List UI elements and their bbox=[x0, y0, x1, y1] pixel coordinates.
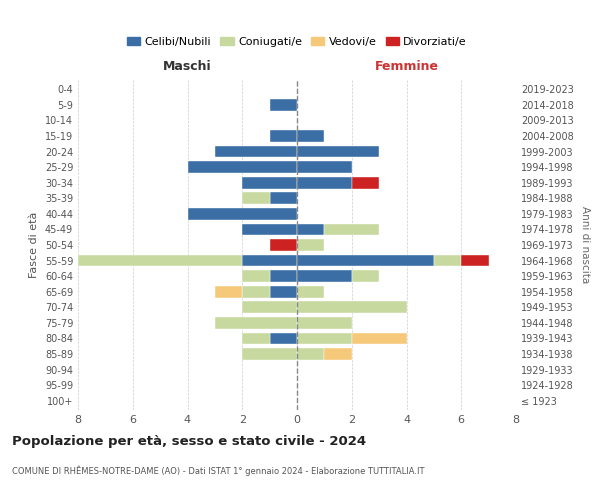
Bar bbox=[461, 254, 488, 266]
Text: Maschi: Maschi bbox=[163, 60, 212, 74]
Bar bbox=[325, 348, 352, 360]
Bar bbox=[352, 177, 379, 188]
Bar bbox=[297, 239, 325, 251]
Bar bbox=[325, 224, 379, 235]
Bar bbox=[242, 270, 269, 282]
Bar bbox=[297, 270, 352, 282]
Bar bbox=[434, 254, 461, 266]
Bar bbox=[297, 177, 352, 188]
Bar bbox=[269, 99, 297, 110]
Bar bbox=[269, 130, 297, 142]
Bar bbox=[269, 286, 297, 298]
Bar bbox=[242, 348, 297, 360]
Bar bbox=[297, 162, 352, 173]
Bar bbox=[78, 254, 242, 266]
Y-axis label: Anni di nascita: Anni di nascita bbox=[580, 206, 590, 284]
Bar bbox=[352, 332, 407, 344]
Bar bbox=[242, 286, 269, 298]
Bar bbox=[297, 130, 325, 142]
Bar bbox=[187, 162, 297, 173]
Bar bbox=[297, 224, 325, 235]
Legend: Celibi/Nubili, Coniugati/e, Vedovi/e, Divorziati/e: Celibi/Nubili, Coniugati/e, Vedovi/e, Di… bbox=[122, 33, 472, 52]
Bar bbox=[297, 146, 379, 158]
Bar bbox=[242, 332, 269, 344]
Bar bbox=[215, 286, 242, 298]
Bar bbox=[242, 192, 269, 204]
Bar bbox=[297, 286, 325, 298]
Text: COMUNE DI RHÊMES-NOTRE-DAME (AO) - Dati ISTAT 1° gennaio 2024 - Elaborazione TUT: COMUNE DI RHÊMES-NOTRE-DAME (AO) - Dati … bbox=[12, 465, 425, 475]
Bar bbox=[297, 254, 434, 266]
Bar bbox=[269, 192, 297, 204]
Bar bbox=[269, 239, 297, 251]
Bar bbox=[242, 224, 297, 235]
Bar bbox=[187, 208, 297, 220]
Text: Popolazione per età, sesso e stato civile - 2024: Popolazione per età, sesso e stato civil… bbox=[12, 435, 366, 448]
Text: Femmine: Femmine bbox=[374, 60, 439, 74]
Bar bbox=[352, 270, 379, 282]
Bar bbox=[269, 332, 297, 344]
Bar bbox=[242, 254, 297, 266]
Y-axis label: Fasce di età: Fasce di età bbox=[29, 212, 39, 278]
Bar bbox=[242, 177, 297, 188]
Bar bbox=[269, 270, 297, 282]
Bar bbox=[297, 317, 352, 328]
Bar bbox=[297, 348, 325, 360]
Bar bbox=[215, 317, 297, 328]
Bar bbox=[215, 146, 297, 158]
Bar bbox=[297, 302, 407, 313]
Bar bbox=[297, 332, 352, 344]
Bar bbox=[242, 302, 297, 313]
